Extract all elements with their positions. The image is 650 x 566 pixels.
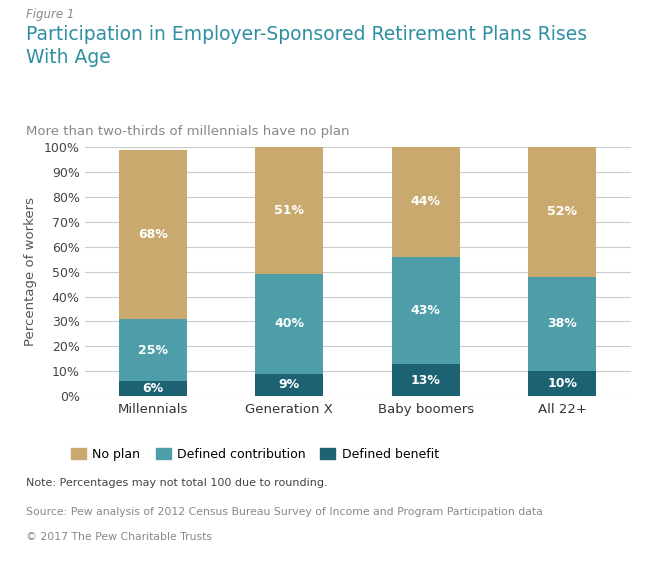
- Text: 68%: 68%: [138, 228, 168, 241]
- Bar: [391, 257, 460, 364]
- Text: More than two-thirds of millennials have no plan: More than two-thirds of millennials have…: [26, 125, 350, 138]
- Text: 40%: 40%: [274, 318, 304, 331]
- Bar: [528, 277, 597, 371]
- Text: Figure 1: Figure 1: [26, 8, 74, 22]
- Bar: [118, 381, 187, 396]
- Legend: No plan, Defined contribution, Defined benefit: No plan, Defined contribution, Defined b…: [72, 448, 439, 461]
- Text: © 2017 The Pew Charitable Trusts: © 2017 The Pew Charitable Trusts: [26, 532, 212, 542]
- Text: Participation in Employer-Sponsored Retirement Plans Rises
With Age: Participation in Employer-Sponsored Reti…: [26, 25, 587, 67]
- Bar: [255, 274, 324, 374]
- Text: 13%: 13%: [411, 374, 441, 387]
- Text: 25%: 25%: [138, 344, 168, 357]
- Bar: [118, 319, 187, 381]
- Text: 43%: 43%: [411, 304, 441, 317]
- Bar: [391, 364, 460, 396]
- Text: 44%: 44%: [411, 195, 441, 208]
- Bar: [255, 374, 324, 396]
- Text: Note: Percentages may not total 100 due to rounding.: Note: Percentages may not total 100 due …: [26, 478, 328, 488]
- Text: 51%: 51%: [274, 204, 304, 217]
- Bar: [391, 147, 460, 257]
- Text: 10%: 10%: [547, 378, 577, 390]
- Text: 52%: 52%: [547, 205, 577, 218]
- Bar: [255, 147, 324, 274]
- Bar: [528, 147, 597, 277]
- Y-axis label: Percentage of workers: Percentage of workers: [24, 197, 37, 346]
- Text: 6%: 6%: [142, 382, 163, 395]
- Text: 9%: 9%: [279, 379, 300, 392]
- Bar: [118, 149, 187, 319]
- Bar: [528, 371, 597, 396]
- Text: Source: Pew analysis of 2012 Census Bureau Survey of Income and Program Particip: Source: Pew analysis of 2012 Census Bure…: [26, 507, 543, 517]
- Text: 38%: 38%: [547, 318, 577, 331]
